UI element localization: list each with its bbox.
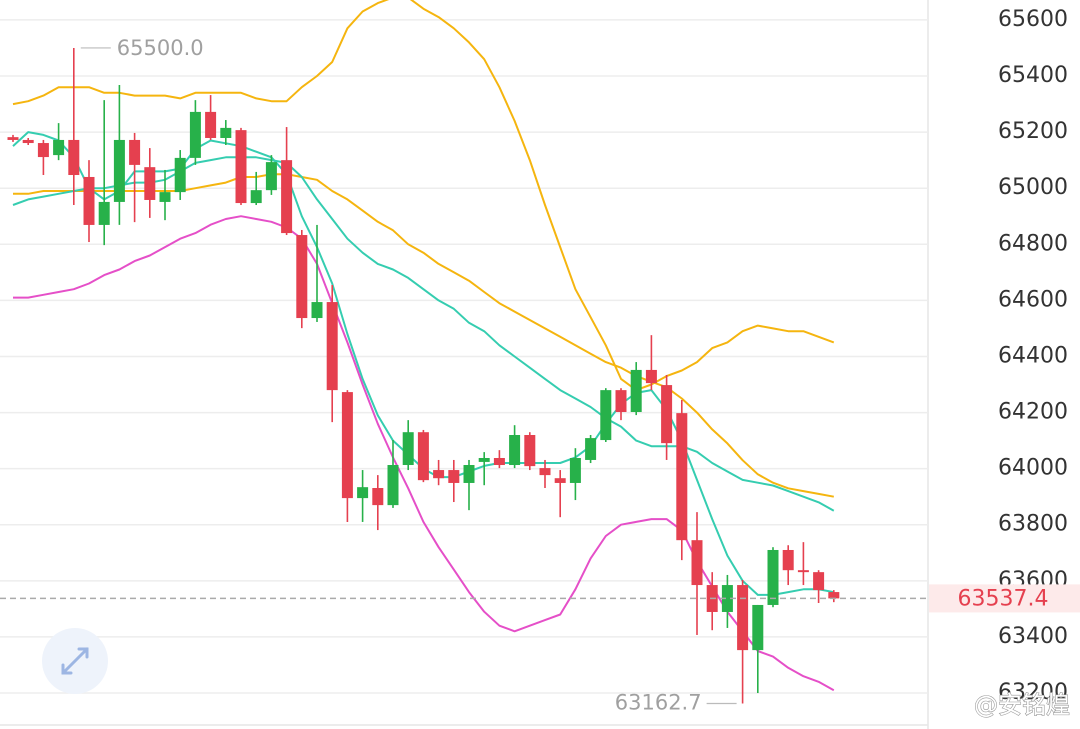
- y-tick-label: 65000: [998, 175, 1068, 200]
- candle-body: [737, 585, 749, 651]
- candle-body: [68, 139, 80, 176]
- candle-body: [585, 438, 597, 460]
- y-tick-label: 64200: [998, 400, 1068, 425]
- candle-body: [539, 468, 551, 476]
- last-price-label: 63537.4: [958, 586, 1049, 611]
- candle-body: [326, 302, 338, 391]
- candle-body: [98, 201, 110, 225]
- candle-body: [357, 487, 369, 499]
- candle-body: [509, 435, 521, 466]
- candle-body: [205, 111, 217, 138]
- y-tick-label: 63800: [998, 512, 1068, 537]
- candle-body: [387, 465, 399, 506]
- candle-body: [174, 157, 186, 193]
- y-tick-label: 63400: [998, 624, 1068, 649]
- candle-body: [752, 604, 764, 651]
- candle-body: [402, 432, 414, 466]
- candle-body: [600, 390, 612, 441]
- y-tick-label: 63200: [998, 680, 1068, 705]
- candle-body: [463, 465, 475, 483]
- expand-button[interactable]: [42, 628, 108, 694]
- candle-body: [721, 585, 733, 612]
- candle-body: [220, 127, 232, 138]
- candle-body: [493, 457, 505, 466]
- expand-icon[interactable]: [61, 647, 89, 675]
- last-price-tag: [929, 584, 1080, 613]
- candle-body: [691, 540, 703, 586]
- candle-body: [37, 143, 49, 158]
- y-tick-label: 64600: [998, 287, 1068, 312]
- candle-body: [661, 385, 673, 444]
- y-tick-label: 65200: [998, 119, 1068, 144]
- candle-body: [478, 457, 490, 462]
- candle-body: [417, 432, 429, 481]
- candle-body: [372, 488, 384, 506]
- candle-body: [813, 572, 825, 591]
- y-tick-label: 64800: [998, 231, 1068, 256]
- plot-area: [7, 0, 840, 704]
- candle-body: [53, 139, 65, 156]
- candle-body: [569, 457, 581, 483]
- max-label: 65500.0: [117, 36, 204, 60]
- candle-body: [83, 176, 95, 225]
- candle-body: [235, 130, 247, 204]
- candle-body: [554, 478, 566, 483]
- candle-body: [615, 390, 627, 413]
- candle-body: [630, 369, 642, 413]
- candle-body: [782, 549, 794, 571]
- y-tick-label: 65400: [998, 63, 1068, 88]
- candle-body: [448, 470, 460, 483]
- candle-body: [113, 139, 125, 202]
- candle-body: [189, 111, 201, 158]
- watermark: @安铭煌: [974, 691, 1070, 719]
- candle-body: [159, 192, 171, 202]
- min-label: 63162.7: [615, 690, 702, 714]
- candle-body: [296, 235, 308, 319]
- candle-body: [524, 435, 536, 467]
- candle-body: [265, 162, 277, 191]
- candle-body: [341, 392, 353, 499]
- candle-body: [144, 167, 156, 200]
- y-tick-label: 64000: [998, 456, 1068, 481]
- candle-body: [311, 302, 323, 319]
- candle-body: [250, 190, 262, 204]
- candle-body: [281, 160, 293, 234]
- candle-body: [797, 570, 809, 573]
- candle-body: [7, 137, 19, 140]
- candle-body: [22, 139, 34, 144]
- y-tick-label: 65600: [998, 7, 1068, 32]
- candle-body: [676, 413, 688, 541]
- indicator-line: [12, 0, 835, 392]
- candle-body: [129, 139, 141, 165]
- candle-body: [433, 470, 445, 479]
- candle-body: [767, 549, 779, 605]
- candle-body: [828, 592, 840, 599]
- labels: 6320063400636006380064000642006440064600…: [0, 7, 1080, 720]
- candle-body: [645, 369, 657, 384]
- y-tick-label: 64400: [998, 343, 1068, 368]
